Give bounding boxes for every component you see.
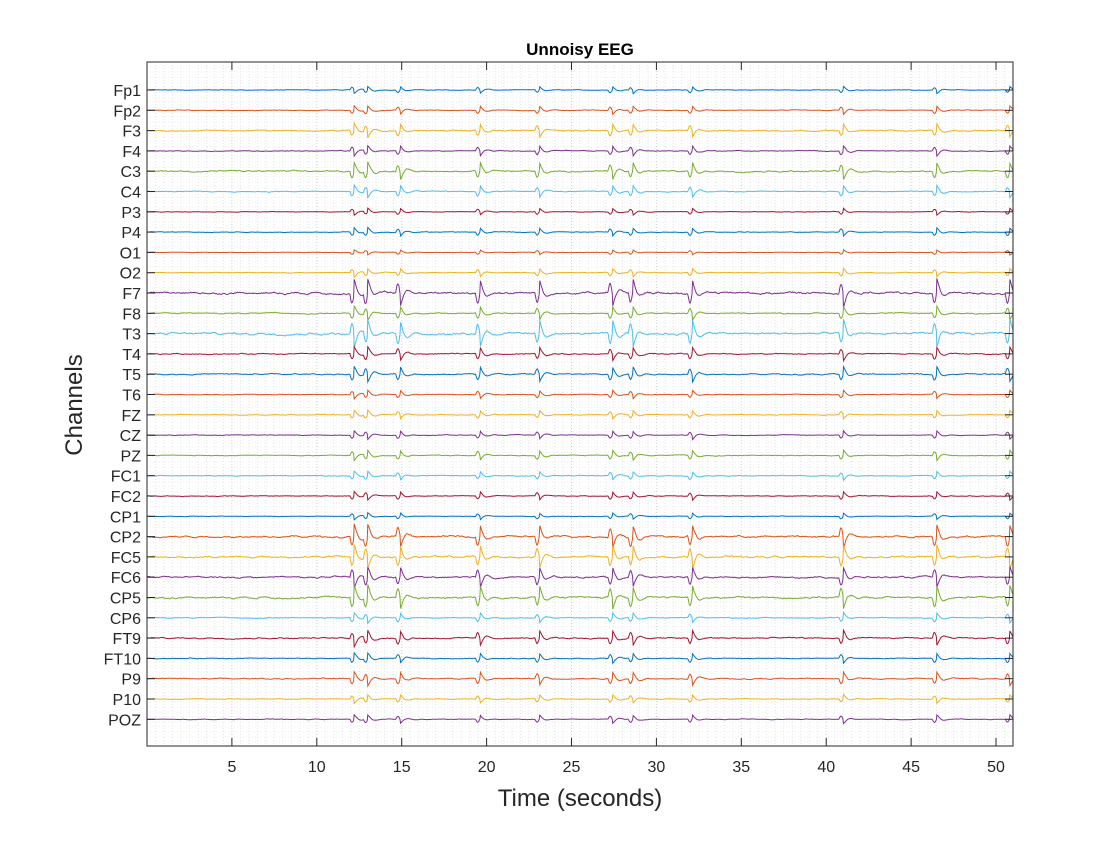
trace-p9: [147, 670, 1014, 688]
trace-fc1: [146, 469, 1014, 482]
channel-label: FC5: [111, 550, 141, 567]
channel-label: CP1: [110, 509, 141, 526]
axes-box: [146, 61, 1014, 747]
channel-label: C4: [121, 185, 142, 202]
channel-label: T5: [122, 367, 141, 384]
x-ticks: 5 10 15 20 25 30 35 40 45 50: [227, 62, 1005, 776]
channel-label: Fp2: [113, 103, 141, 120]
channel-label: CP6: [110, 611, 141, 628]
x-tick-label: 5: [227, 759, 236, 776]
channel-label: P10: [113, 692, 142, 709]
channel-label: O1: [120, 245, 141, 262]
trace-f8: [147, 304, 1014, 322]
channel-label: F7: [122, 286, 141, 303]
channel-label: FT9: [113, 631, 142, 648]
trace-fp2: [146, 104, 1014, 116]
channel-label: FT10: [104, 651, 141, 668]
y-axis-label: Channels: [61, 354, 88, 455]
trace-o1: [147, 248, 1014, 256]
trace-poz: [146, 713, 1014, 725]
x-tick-label: 45: [902, 759, 920, 776]
trace-cp6: [147, 611, 1014, 625]
channel-label: FC1: [111, 469, 141, 486]
channel-label: O2: [120, 266, 141, 283]
trace-f3: [147, 121, 1014, 139]
channel-label: PZ: [121, 448, 142, 465]
trace-p4: [147, 226, 1014, 238]
trace-cp2: [146, 523, 1014, 549]
trace-t4: [146, 345, 1014, 363]
trace-o2: [146, 267, 1014, 279]
trace-t3: [146, 319, 1014, 349]
channel-label: CP5: [110, 591, 141, 608]
trace-fc2: [147, 490, 1014, 502]
trace-c3: [146, 160, 1014, 180]
x-tick-label: 50: [987, 759, 1005, 776]
channel-labels: Fp1 Fp2 F3 F4 C3 C4 P3 P4 O1 O2 F7 F8 T3 T4 T5 T6 FZ CZ PZ…: [104, 83, 1013, 729]
x-tick-label: 20: [478, 759, 496, 776]
channel-label: P4: [121, 225, 141, 242]
trace-cz: [147, 429, 1014, 441]
channel-label: P3: [121, 205, 141, 222]
channel-label: FC6: [111, 570, 141, 587]
trace-pz: [146, 448, 1014, 462]
trace-f4: [146, 144, 1014, 158]
trace-fc6: [146, 566, 1014, 588]
x-tick-label: 40: [817, 759, 835, 776]
trace-t5: [146, 364, 1014, 384]
channel-label: Fp1: [113, 83, 141, 100]
x-tick-label: 15: [393, 759, 411, 776]
channel-label: F4: [122, 144, 141, 161]
channel-label: CP2: [110, 530, 141, 547]
channel-label: P9: [121, 672, 141, 689]
channel-label: FC2: [111, 489, 141, 506]
channel-label: C3: [121, 164, 142, 181]
trace-fp1: [147, 85, 1014, 95]
trace-t6: [146, 389, 1014, 401]
channel-label: CZ: [120, 428, 142, 445]
channel-label: F3: [122, 124, 141, 141]
channel-label: T3: [122, 327, 141, 344]
channel-label: FZ: [121, 408, 141, 425]
channel-label: T6: [122, 388, 141, 405]
channel-label: F8: [122, 306, 141, 323]
x-tick-label: 10: [308, 759, 326, 776]
trace-c4: [146, 183, 1014, 200]
x-tick-label: 35: [732, 759, 750, 776]
trace-ft10: [147, 651, 1014, 665]
chart-title: Unnoisy EEG: [526, 40, 634, 59]
trace-cp1: [147, 511, 1014, 521]
trace-ft9: [147, 628, 1014, 649]
x-axis-label: Time (seconds): [498, 785, 662, 812]
trace-p10: [147, 693, 1014, 705]
x-tick-label: 30: [648, 759, 666, 776]
x-tick-label: 25: [563, 759, 581, 776]
trace-p3: [147, 207, 1014, 217]
traces: [146, 85, 1014, 725]
trace-fc5: [146, 544, 1014, 570]
channel-label: T4: [122, 347, 141, 364]
trace-fz: [146, 408, 1014, 421]
trace-cp5: [146, 584, 1014, 610]
trace-f7: [147, 278, 1014, 308]
channel-label: POZ: [108, 712, 141, 729]
